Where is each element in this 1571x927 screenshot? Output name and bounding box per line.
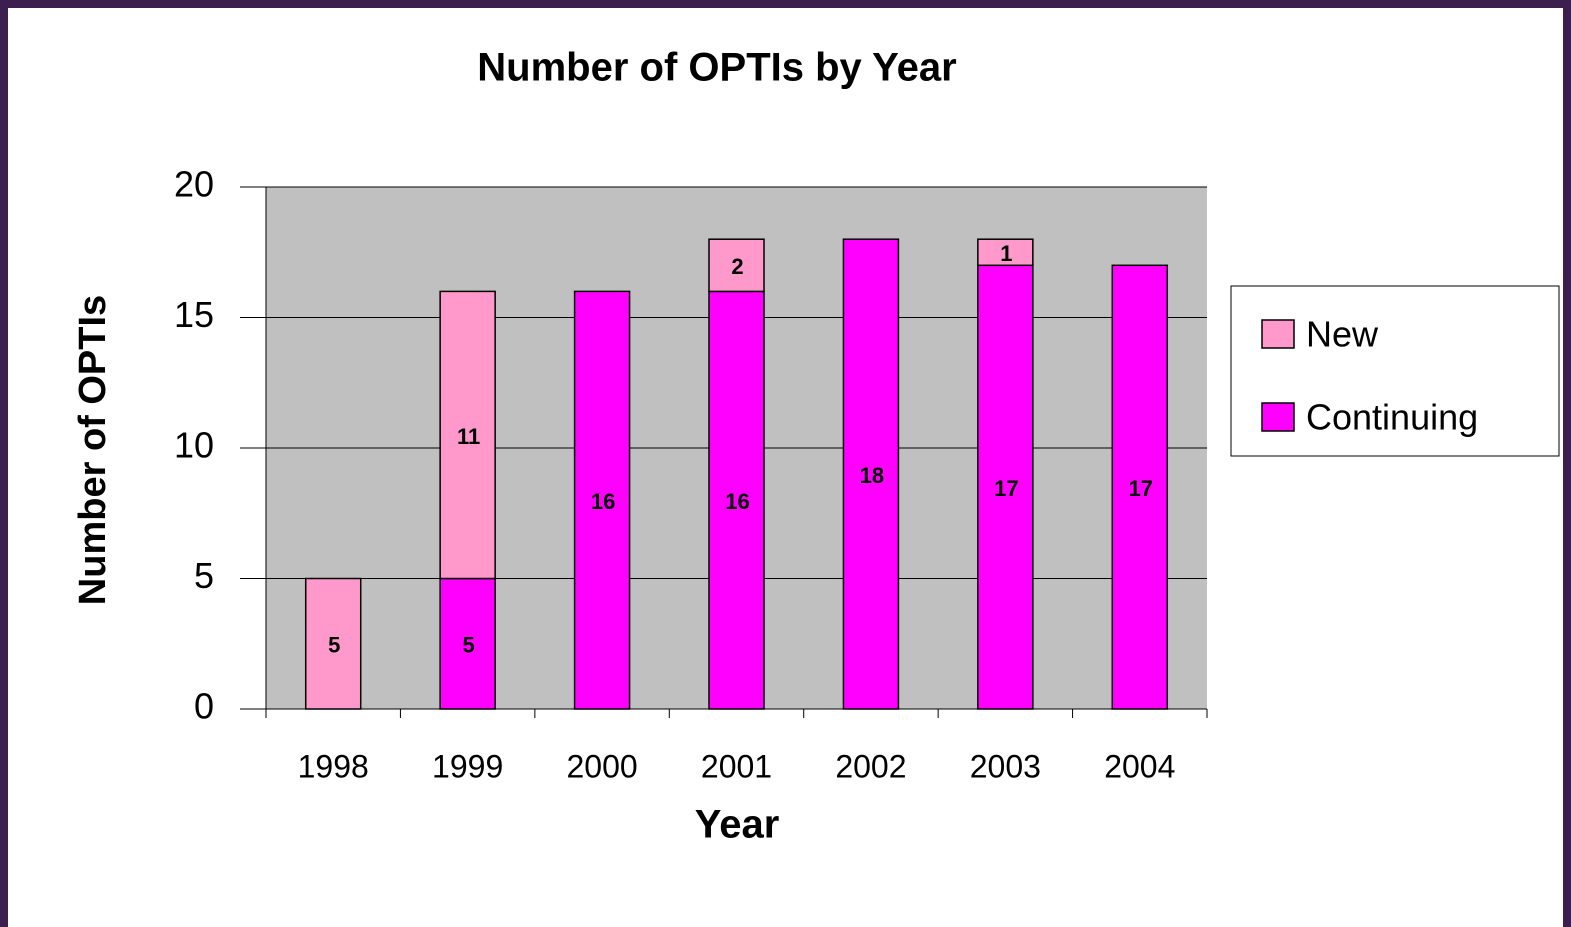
bar-segment — [1111, 264, 1169, 710]
data-label: 2 — [731, 254, 743, 279]
bar-segment — [708, 290, 765, 710]
x-tick-label: 1998 — [298, 748, 369, 784]
bar-segment — [439, 290, 496, 580]
x-tick-label: 2002 — [835, 748, 906, 784]
data-label: 17 — [1129, 476, 1153, 501]
legend-label: Continuing — [1306, 397, 1478, 438]
y-tick-label: 0 — [194, 686, 214, 727]
data-label: 5 — [463, 633, 475, 658]
y-axis-label: Number of OPTIs — [72, 295, 114, 605]
bar-segment — [977, 238, 1034, 267]
x-tick-label: 2001 — [701, 748, 772, 784]
data-label: 16 — [591, 489, 615, 514]
x-tick-label: 1999 — [432, 748, 503, 784]
legend-swatch — [1261, 319, 1295, 349]
data-label: 11 — [457, 424, 480, 449]
bar-segment — [708, 238, 765, 293]
y-tick-label: 15 — [174, 294, 214, 335]
y-tick-label: 10 — [174, 425, 214, 466]
chart-title: Number of OPTIs by Year — [477, 46, 956, 90]
bar-segment — [439, 577, 496, 710]
data-label: 17 — [994, 476, 1018, 501]
data-label: 18 — [860, 463, 884, 488]
data-label: 5 — [328, 633, 340, 658]
legend-label: New — [1306, 314, 1379, 355]
bar-segment — [842, 238, 900, 710]
bar-segment — [573, 290, 631, 710]
bar-segment — [304, 577, 362, 710]
data-label: 16 — [725, 489, 749, 514]
x-tick-label: 2003 — [970, 748, 1041, 784]
legend-swatch — [1261, 402, 1295, 432]
data-label: 1 — [1000, 241, 1012, 266]
x-tick-label: 2004 — [1104, 748, 1175, 784]
x-axis-label: Year — [695, 803, 780, 847]
y-tick-label: 20 — [174, 164, 214, 205]
y-tick-label: 5 — [194, 555, 214, 596]
x-tick-label: 2000 — [566, 748, 637, 784]
